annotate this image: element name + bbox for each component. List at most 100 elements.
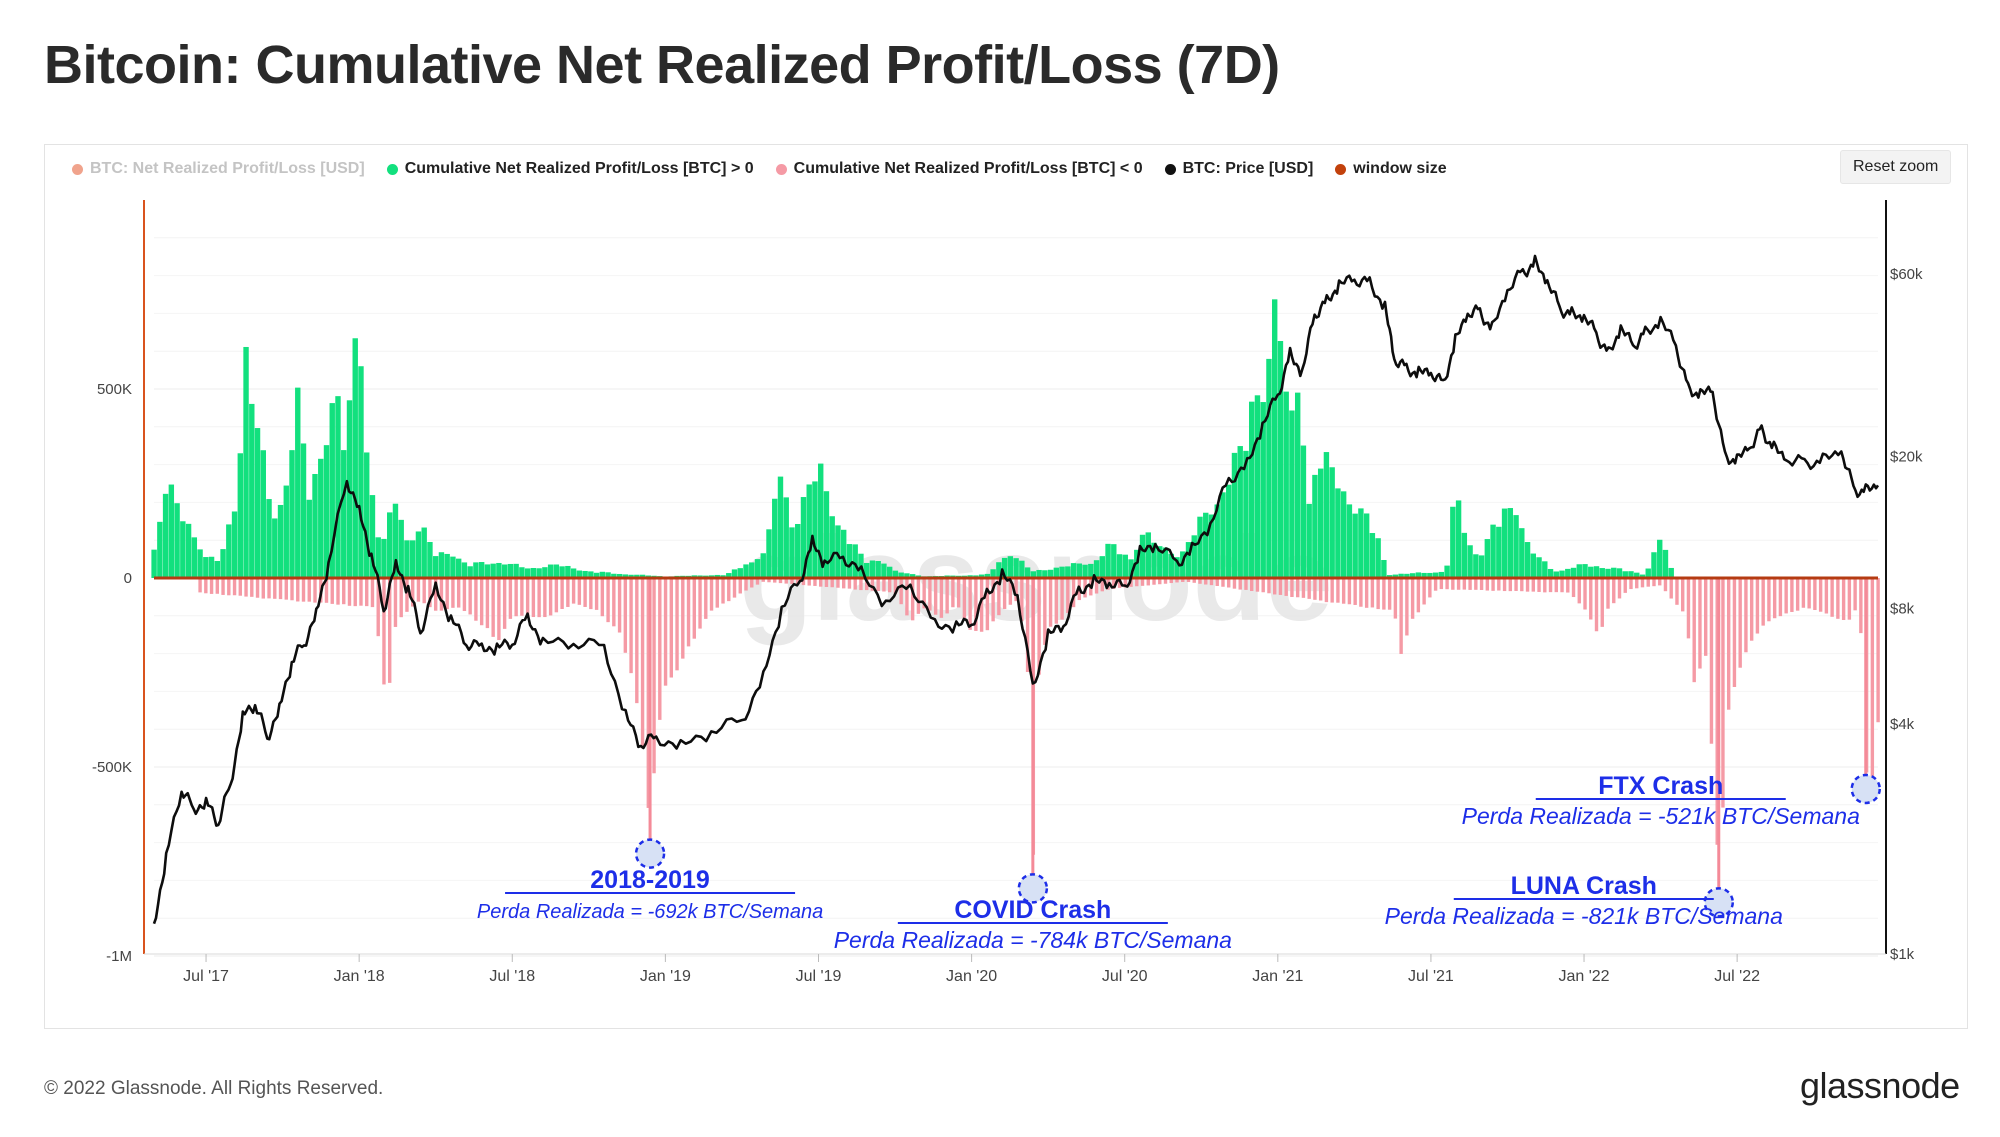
profit-bar (415, 531, 422, 578)
legend-label: Cumulative Net Realized Profit/Loss [BTC… (404, 160, 754, 177)
profit-bar (978, 574, 985, 578)
legend-item-cumulative-negative[interactable]: Cumulative Net Realized Profit/Loss [BTC… (775, 160, 1143, 178)
profit-bar (1662, 549, 1669, 578)
profit-bar (530, 567, 537, 578)
annotation-marker (1850, 773, 1882, 805)
profit-bar (398, 519, 404, 578)
loss-bar (365, 578, 369, 607)
loss-bar (1278, 578, 1283, 595)
loss-bar (301, 578, 306, 602)
profit-bar (496, 562, 502, 578)
profit-bar (1300, 445, 1307, 578)
chart-legend: BTC: Net Realized Profit/Loss [USD] Cumu… (72, 160, 1469, 178)
profit-bar (1174, 557, 1180, 578)
loss-bar (1841, 578, 1846, 620)
loss-bar (411, 578, 415, 607)
loss-bar (1140, 578, 1145, 586)
legend-item-window-size[interactable]: window size (1335, 160, 1447, 178)
profit-bar (588, 571, 594, 578)
profit-bar (375, 537, 381, 578)
y-right-tick-label: $4k (1890, 716, 1915, 733)
reset-zoom-button[interactable]: Reset zoom (1840, 150, 1952, 184)
loss-bar (704, 578, 708, 619)
loss-bar (1646, 578, 1650, 587)
loss-bar (221, 578, 225, 595)
profit-bar (731, 569, 738, 578)
profit-bar (1122, 554, 1128, 578)
loss-bar (520, 578, 524, 616)
loss-bar (405, 578, 409, 612)
profit-bar (1283, 391, 1289, 578)
loss-bar (836, 578, 840, 588)
x-tick-label: Jan '18 (334, 968, 385, 985)
profit-bar (1490, 524, 1496, 578)
profit-bar (501, 564, 508, 578)
profit-bar (364, 452, 370, 578)
profit-bar (295, 387, 301, 578)
profit-bar (1254, 395, 1261, 578)
legend-item-btc-price[interactable]: BTC: Price [USD] (1164, 160, 1313, 178)
legend-item-net-realized-usd[interactable]: BTC: Net Realized Profit/Loss [USD] (72, 160, 365, 178)
profit-bar (174, 503, 180, 578)
profit-bar (1375, 538, 1381, 578)
profit-bar (438, 552, 445, 578)
loss-bar (1658, 578, 1662, 586)
loss-bar (698, 578, 702, 629)
profit-bar (1519, 528, 1525, 578)
loss-bar (1548, 578, 1553, 593)
loss-bar (893, 578, 898, 594)
profit-bar (1478, 555, 1485, 578)
annotation-marker (1017, 873, 1049, 904)
loss-bar (388, 578, 392, 683)
profit-bar (519, 567, 525, 578)
loss-bar (1416, 578, 1421, 613)
loss-bar (1433, 578, 1438, 591)
profit-bar (421, 527, 427, 578)
loss-bar (342, 578, 346, 605)
loss-bar (979, 578, 984, 632)
profit-bar (996, 562, 1002, 578)
profit-bar (300, 443, 307, 578)
loss-bar (1290, 578, 1294, 597)
loss-bar (1468, 578, 1472, 590)
loss-bar (1232, 578, 1237, 589)
loss-bar (962, 578, 967, 619)
profit-bar (846, 544, 853, 578)
loss-bar (1462, 578, 1467, 590)
profit-bar (1605, 568, 1611, 578)
loss-bar (1192, 578, 1196, 583)
loss-bar (1474, 578, 1478, 590)
loss-bar (376, 578, 380, 637)
loss-bar (1801, 578, 1806, 608)
loss-bar (1738, 578, 1742, 668)
loss-bar (462, 578, 467, 612)
loss-bar (1244, 578, 1248, 590)
legend-item-cumulative-positive[interactable]: Cumulative Net Realized Profit/Loss [BTC… (386, 160, 754, 178)
loss-bar (1209, 578, 1214, 586)
profit-bar (1294, 392, 1301, 578)
loss-bar (646, 578, 651, 808)
annotation-subtitle: Perda Realizada = -521k BTC/Semana (1462, 803, 1860, 829)
annotation-subtitle: Perda Realizada = -784k BTC/Semana (834, 927, 1232, 953)
loss-bar (1853, 578, 1857, 611)
loss-bar (1836, 578, 1840, 619)
profit-bar (312, 473, 318, 578)
loss-bar (1612, 578, 1616, 604)
loss-bar (813, 578, 817, 586)
loss-bar (744, 578, 748, 591)
profit-bar (214, 560, 221, 578)
profit-bar (892, 570, 899, 578)
profit-bar (777, 476, 784, 578)
loss-bar (491, 578, 495, 637)
loss-bar (1238, 578, 1242, 590)
profit-bar (1151, 542, 1157, 578)
profit-bar (455, 558, 462, 578)
loss-bar (1485, 578, 1490, 591)
loss-bar (1640, 578, 1645, 588)
loss-peak-bar (1031, 578, 1035, 875)
profit-bar (749, 562, 755, 578)
profit-bar (1053, 567, 1060, 578)
loss-bar (715, 578, 719, 608)
y-right-tick-label: $8k (1890, 601, 1915, 618)
profit-bar (1231, 452, 1238, 578)
